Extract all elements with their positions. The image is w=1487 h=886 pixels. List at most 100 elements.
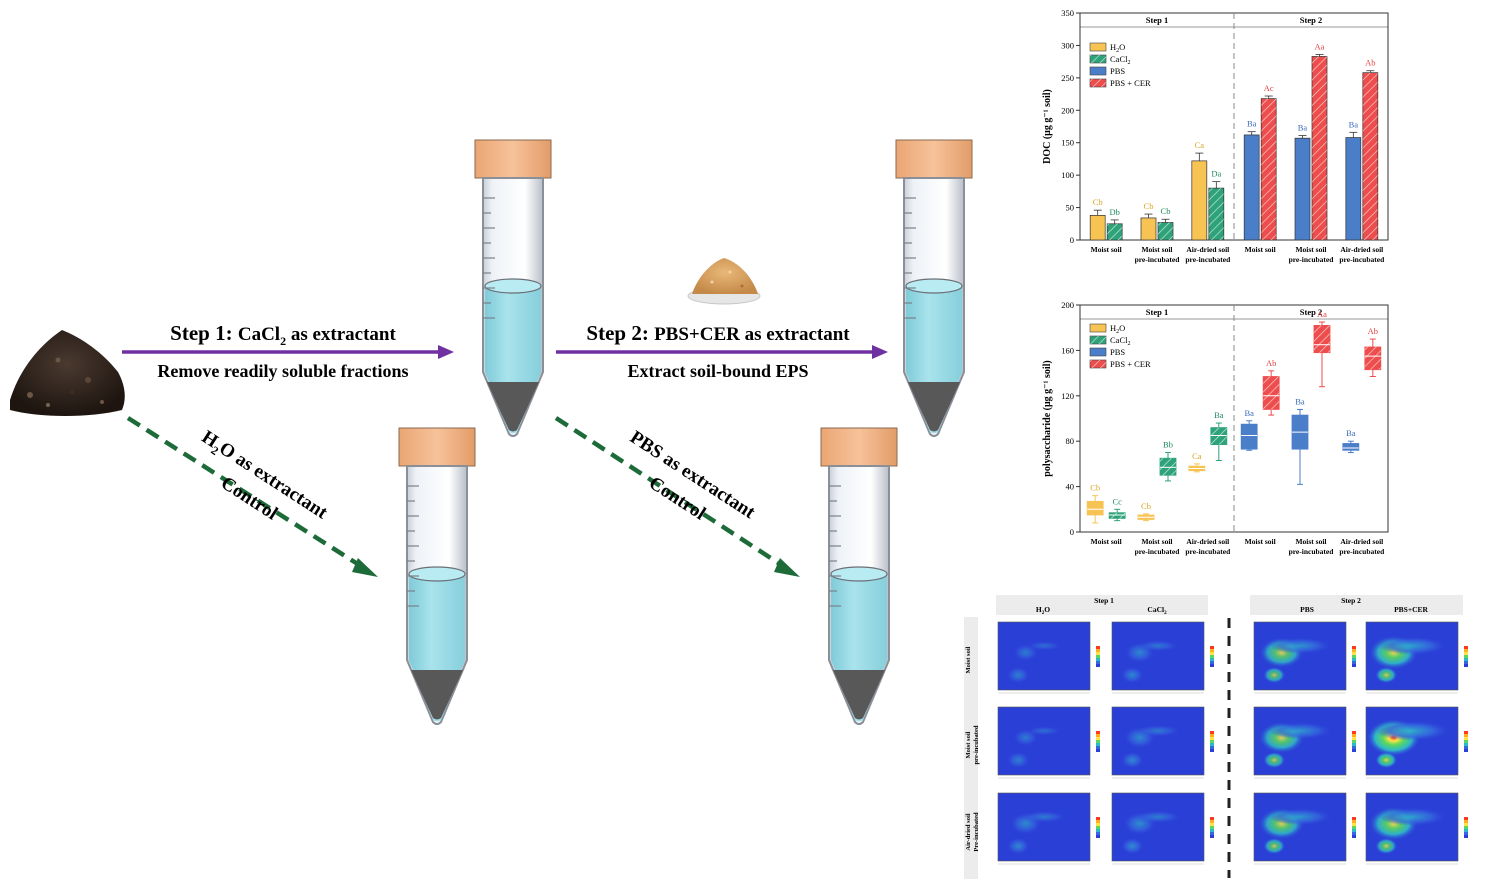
colorbar-step — [1210, 649, 1214, 652]
colorbar-step — [1210, 664, 1214, 667]
soil-pile-image — [10, 330, 125, 416]
colorbar-step — [1352, 646, 1356, 649]
colorbar-step — [1352, 658, 1356, 661]
step2-arrow — [556, 345, 888, 359]
eem-peak-secondary — [1121, 666, 1144, 684]
colorbar-step — [1352, 661, 1356, 664]
colorbar-step — [1464, 835, 1468, 838]
colorbar-step — [1352, 832, 1356, 835]
step2-sublabel: Extract soil-bound EPS — [627, 361, 808, 381]
colorbar-step — [1210, 835, 1214, 838]
eem-panel — [992, 705, 1104, 785]
eem-peak-tail — [1137, 640, 1179, 652]
bar-PBS — [1345, 137, 1362, 241]
y-tick-label: 160 — [1061, 345, 1074, 355]
colorbar-step — [1464, 658, 1468, 661]
bar-H2O — [1191, 160, 1208, 241]
colorbar-step — [1464, 731, 1468, 734]
colorbar-step — [1464, 832, 1468, 835]
eem-colorbar — [1464, 817, 1468, 838]
legend-swatch-PBS — [1089, 347, 1107, 357]
eem-colorbar — [1352, 646, 1356, 667]
colorbar-step — [1352, 749, 1356, 752]
eem-panel — [1248, 620, 1360, 700]
y-tick-label: 80 — [1066, 436, 1075, 446]
eem-colorbar — [1210, 817, 1214, 838]
box-hatch — [1314, 325, 1330, 353]
eem-peak-tail — [1135, 810, 1181, 823]
x-group-label: pre-incubated — [1185, 255, 1231, 264]
eem-peak-secondary — [1263, 666, 1286, 684]
colorbar-step — [1096, 734, 1100, 737]
legend-swatch-H2O — [1089, 323, 1107, 333]
control1-arrow — [126, 416, 378, 577]
x-group-label: pre-incubated — [1289, 547, 1335, 556]
colorbar-step — [1096, 820, 1100, 823]
cer-resin-pile-image — [687, 258, 761, 305]
eem-panel — [1106, 791, 1218, 871]
tube-pellet — [908, 382, 960, 432]
y-tick-label: 120 — [1061, 391, 1074, 401]
legend-label-H2O: H2O — [1110, 323, 1125, 335]
colorbar-step — [1210, 655, 1214, 658]
colorbar-step — [1096, 661, 1100, 664]
tube-cap — [820, 427, 898, 467]
colorbar-step — [1210, 817, 1214, 820]
colorbar-step — [1464, 746, 1468, 749]
x-group-label: Moist soil — [1245, 245, 1276, 254]
colorbar-step — [1210, 734, 1214, 737]
box-hatch — [1109, 512, 1126, 519]
colorbar-step — [1210, 740, 1214, 743]
colorbar-step — [1352, 740, 1356, 743]
colorbar-step — [1096, 743, 1100, 746]
eem-peak-secondary — [1375, 666, 1398, 684]
legend-swatch-H2O — [1089, 42, 1107, 52]
colorbar-step — [1464, 826, 1468, 829]
panel-header-step1: Step 1 — [1146, 15, 1168, 25]
eem-colorbar — [1096, 646, 1100, 667]
bar-hatch — [1261, 98, 1277, 241]
colorbar-step — [1096, 823, 1100, 826]
colorbar-step — [1096, 664, 1100, 667]
significance-letter: Cb — [1161, 206, 1171, 216]
colorbar-step — [1210, 746, 1214, 749]
eem-panel — [1248, 791, 1360, 871]
colorbar-step — [1352, 829, 1356, 832]
legend-label-PBSCER: PBS + CER — [1110, 78, 1151, 88]
x-group-label: Moist soil — [1091, 245, 1122, 254]
box-hatch — [1263, 376, 1280, 410]
eem-column-header: H2O — [1036, 605, 1050, 616]
control2-arrow — [554, 416, 800, 577]
eem-column-header: PBS — [1300, 605, 1314, 614]
panel-header-step1: Step 1 — [1146, 307, 1168, 317]
x-group-label: Moist soil — [1295, 537, 1326, 546]
eem-peak-tail — [1136, 725, 1180, 737]
significance-letter: Aa — [1317, 309, 1327, 319]
significance-letter: Cb — [1093, 197, 1103, 207]
colorbar-step — [1464, 652, 1468, 655]
y-tick-label: 250 — [1061, 73, 1074, 83]
eem-colorbar — [1210, 731, 1214, 752]
control1-label: H2O as extractant Control — [198, 427, 332, 525]
bar-PBS — [1294, 137, 1311, 241]
colorbar-step — [1210, 820, 1214, 823]
eem-panel — [1106, 705, 1218, 785]
significance-letter: Aa — [1315, 42, 1325, 52]
y-tick-label: 200 — [1061, 105, 1074, 115]
x-group-label: Air-dried soil — [1186, 537, 1229, 546]
colorbar-step — [1352, 820, 1356, 823]
colorbar-step — [1352, 655, 1356, 658]
x-group-label: Air-dried soil — [1340, 537, 1383, 546]
significance-letter: Ab — [1368, 326, 1378, 336]
colorbar-step — [1096, 658, 1100, 661]
eem-colorbar — [1096, 731, 1100, 752]
colorbar-step — [1210, 646, 1214, 649]
colorbar-step — [1210, 749, 1214, 752]
colorbar-step — [1096, 829, 1100, 832]
colorbar-step — [1352, 649, 1356, 652]
colorbar-step — [1096, 832, 1100, 835]
tube-cap — [895, 139, 973, 179]
colorbar-step — [1210, 737, 1214, 740]
eem-colorbar — [1464, 646, 1468, 667]
tube-meniscus — [408, 566, 466, 582]
